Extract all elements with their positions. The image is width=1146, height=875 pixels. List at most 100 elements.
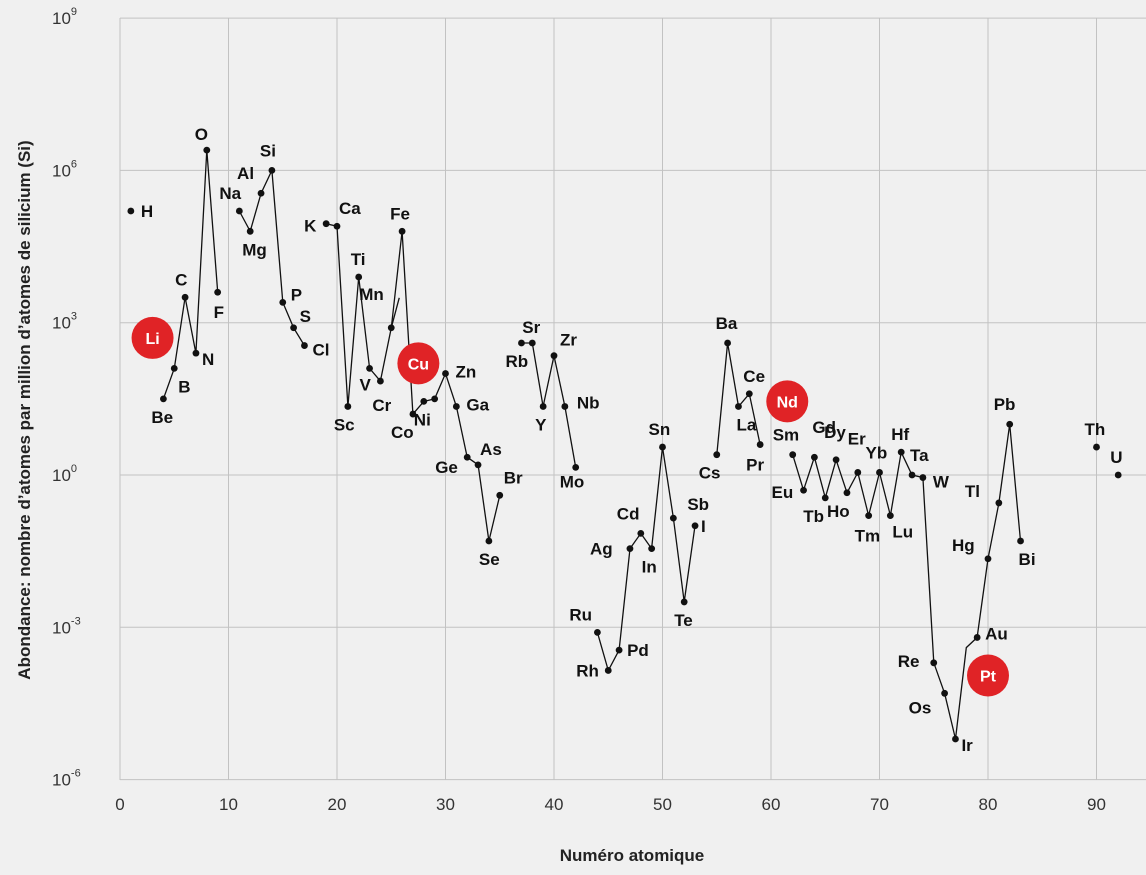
y-axis-title: Abondance: nombre d’atomes par million d… (15, 140, 34, 679)
data-point-fe (398, 227, 406, 235)
data-point-th (1093, 443, 1100, 451)
data-point-na (235, 207, 243, 215)
data-point-si (268, 167, 276, 174)
data-point-ag (626, 545, 634, 553)
x-tick-label: 60 (762, 795, 781, 814)
element-label-cr: Cr (372, 396, 391, 415)
data-points (127, 146, 1122, 743)
element-label-au: Au (985, 624, 1008, 643)
element-label-as: As (480, 440, 502, 459)
data-point-s (290, 324, 297, 332)
data-point-pb (1006, 420, 1014, 428)
data-point-ho (843, 489, 851, 497)
data-point-mg (246, 227, 254, 235)
element-label-na: Na (219, 184, 241, 203)
highlight-badge-cu (397, 342, 440, 385)
data-point-ba (724, 339, 731, 347)
data-point-k (322, 220, 330, 228)
element-label-tm: Tm (855, 527, 881, 546)
element-label-br: Br (504, 468, 523, 487)
element-label-bi: Bi (1019, 550, 1036, 569)
data-point-cl (301, 342, 308, 349)
element-label-y: Y (535, 415, 547, 434)
element-label-ru: Ru (569, 605, 592, 624)
data-point-co (409, 410, 417, 418)
data-point-au (973, 634, 981, 641)
data-point-re (930, 659, 938, 667)
data-point-rh (604, 667, 612, 674)
data-point-tl (995, 499, 1003, 507)
y-tick-label: 103 (52, 311, 77, 333)
element-label-sc: Sc (334, 415, 355, 434)
x-tick-label: 80 (979, 795, 998, 814)
element-label-nb: Nb (577, 393, 600, 412)
data-point-mn (387, 324, 395, 332)
data-point-cr (377, 377, 384, 385)
series-line (716, 342, 761, 455)
x-tick-label: 20 (328, 795, 347, 814)
x-tick-label: 50 (653, 795, 672, 814)
data-point-as (474, 461, 482, 469)
data-point-tm (865, 512, 873, 520)
element-label-sr: Sr (522, 318, 540, 337)
y-tick-label: 10-3 (52, 615, 81, 637)
x-tick-label: 70 (870, 795, 889, 814)
element-label-lu: Lu (892, 523, 913, 542)
x-tick-label: 40 (545, 795, 564, 814)
data-point-zr (550, 352, 558, 360)
element-label-fe: Fe (390, 204, 410, 223)
data-point-sn (659, 443, 666, 451)
data-point-te (680, 598, 688, 606)
element-label-te: Te (674, 611, 693, 630)
element-label-co: Co (391, 423, 414, 442)
data-point-pr (756, 441, 764, 448)
data-point-bi (1017, 537, 1024, 545)
element-label-ir: Ir (961, 736, 973, 755)
element-label-n: N (202, 350, 214, 369)
data-point-hf (897, 448, 905, 456)
element-label-u: U (1110, 448, 1122, 467)
element-label-cl: Cl (312, 341, 329, 360)
data-point-sc (344, 403, 352, 410)
y-tick-label: 10-6 (52, 768, 81, 790)
data-point-tb (821, 494, 829, 502)
data-point-n (192, 349, 200, 357)
element-label-b: B (178, 377, 190, 396)
data-point-h (127, 207, 135, 215)
x-axis-title: Numéro atomique (560, 846, 705, 865)
element-label-w: W (933, 473, 950, 492)
element-label-ag: Ag (590, 540, 613, 559)
data-point-os (941, 689, 948, 697)
data-point-yb (876, 469, 883, 476)
data-point-ca (333, 222, 341, 230)
element-label-s: S (300, 307, 311, 326)
highlight-label-pt: Pt (980, 669, 997, 686)
data-point-er (854, 469, 862, 476)
element-label-in: In (642, 558, 657, 577)
element-label-os: Os (909, 698, 932, 717)
element-label-dy: Dy (824, 423, 846, 442)
data-point-eu (800, 486, 807, 494)
data-point-rb (518, 339, 525, 347)
data-point-c (181, 293, 189, 301)
y-tick-label: 109 (52, 6, 77, 28)
data-point-in (648, 545, 656, 553)
element-label-hf: Hf (891, 425, 909, 444)
element-label-zn: Zn (456, 362, 477, 381)
element-label-pr: Pr (746, 456, 764, 475)
data-point-p (279, 298, 287, 306)
element-label-h: H (141, 202, 153, 221)
element-label-c: C (175, 270, 187, 289)
data-point-ta (908, 471, 916, 479)
element-label-eu: Eu (772, 483, 794, 502)
element-label-th: Th (1085, 420, 1106, 439)
data-point-se (485, 537, 493, 545)
y-axis-ticks: 109 106 103 100 10-3 10-6 (52, 6, 81, 790)
element-label-se: Se (479, 550, 500, 569)
element-label-la: La (736, 415, 756, 434)
highlighted-elements: Li Cu Nd Pt (131, 316, 1009, 697)
highlight-label-nd: Nd (777, 394, 798, 411)
data-point-gd (811, 453, 818, 461)
